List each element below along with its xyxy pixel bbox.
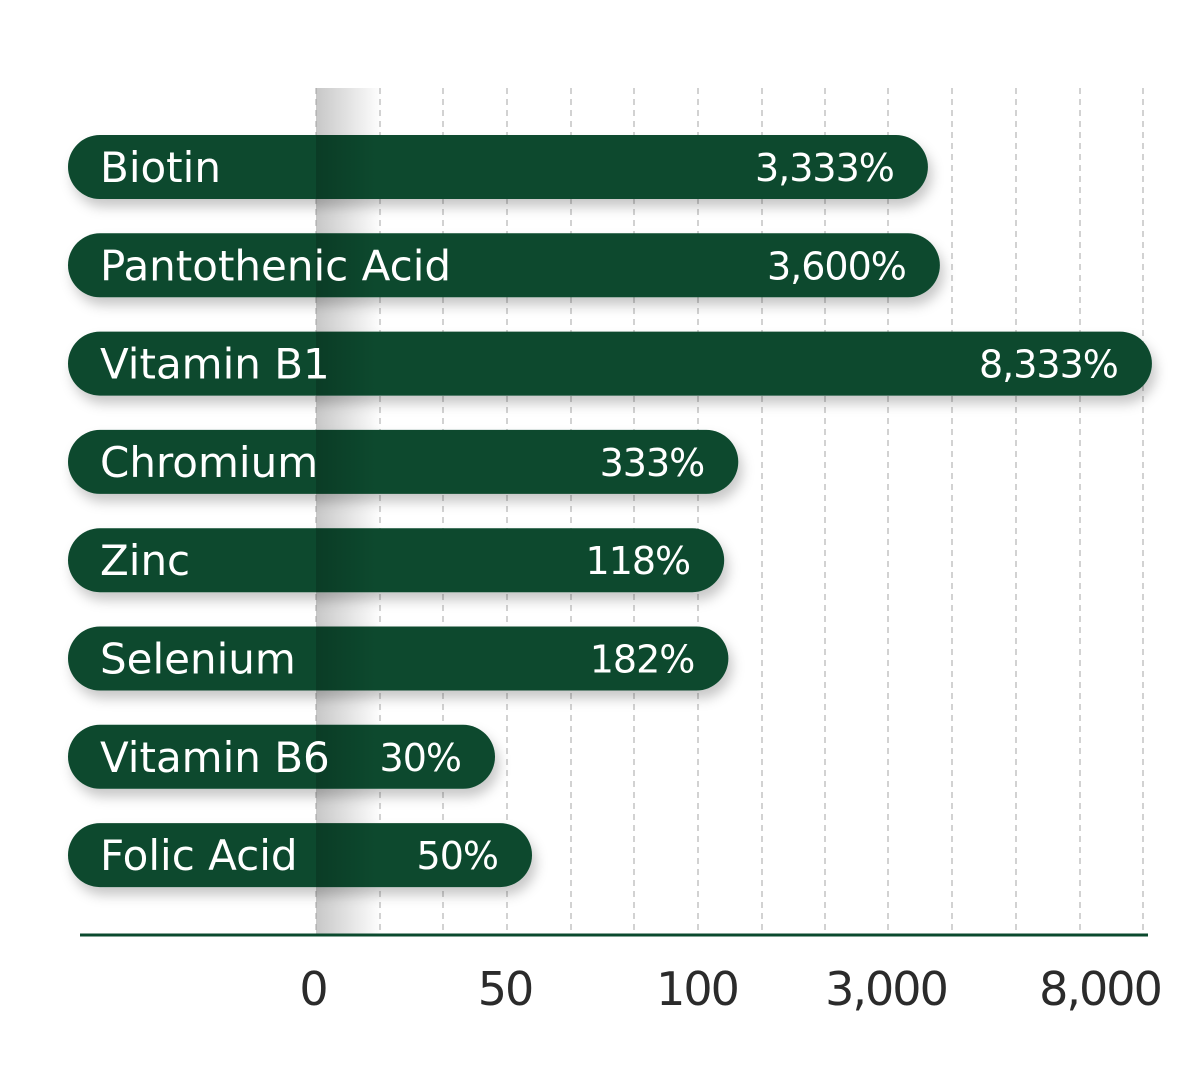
- category-label: Pantothenic Acid: [100, 241, 451, 290]
- category-label: Folic Acid: [100, 831, 298, 880]
- category-label: Chromium: [100, 438, 318, 487]
- bar-group: Biotin 3,333%: [68, 135, 928, 199]
- x-tick-label: 50: [478, 962, 533, 1016]
- bar-group: Chromium 333%: [68, 429, 739, 494]
- bar-group: Folic Acid 50%: [68, 823, 532, 888]
- category-label: Zinc: [100, 536, 190, 585]
- bar: [68, 626, 729, 691]
- bars: Biotin 3,333% Pantothenic Acid 3,600% Vitami…: [68, 135, 1152, 888]
- category-label: Biotin: [100, 143, 221, 192]
- bar-shade: [316, 724, 376, 789]
- bar-shade: [316, 331, 376, 396]
- bar: [68, 823, 532, 888]
- x-tick-label: 8,000: [1039, 962, 1161, 1016]
- bar: [68, 135, 928, 199]
- value-label: 3,333%: [755, 146, 894, 190]
- bar-group: Selenium 182%: [68, 626, 729, 691]
- value-label: 3,600%: [767, 244, 906, 288]
- x-axis-ticks: 0 50 100 3,000 8,000: [299, 962, 1162, 1016]
- bar-shade: [316, 528, 376, 593]
- bar: [68, 528, 725, 593]
- value-label: 118%: [586, 539, 691, 583]
- x-tick-label: 100: [656, 962, 738, 1016]
- category-label: Selenium: [100, 635, 296, 684]
- value-label: 30%: [380, 736, 461, 780]
- x-tick-label: 3,000: [825, 962, 947, 1016]
- value-label: 333%: [600, 441, 705, 485]
- category-label: Vitamin B1: [100, 340, 330, 389]
- bar-shade: [316, 233, 376, 298]
- bar-group: Zinc 118%: [68, 528, 725, 593]
- category-label: Vitamin B6: [100, 733, 330, 782]
- bar-shade: [316, 429, 376, 494]
- bar-group: Vitamin B1 8,333%: [68, 331, 1152, 396]
- bar-shade: [316, 135, 376, 199]
- bar: [68, 429, 739, 494]
- bar-shade: [316, 823, 376, 888]
- gridlines: [315, 88, 1144, 933]
- bar: [68, 233, 940, 298]
- bar-shade: [316, 626, 376, 691]
- bar-group: Vitamin B6 30%: [68, 724, 495, 789]
- zero-shade: [316, 88, 382, 934]
- value-label: 50%: [417, 834, 498, 878]
- x-tick-label: 0: [299, 962, 326, 1016]
- value-label: 8,333%: [979, 343, 1118, 387]
- value-label: 182%: [590, 638, 695, 682]
- bar: [68, 724, 495, 789]
- bar-group: Pantothenic Acid 3,600%: [68, 233, 940, 298]
